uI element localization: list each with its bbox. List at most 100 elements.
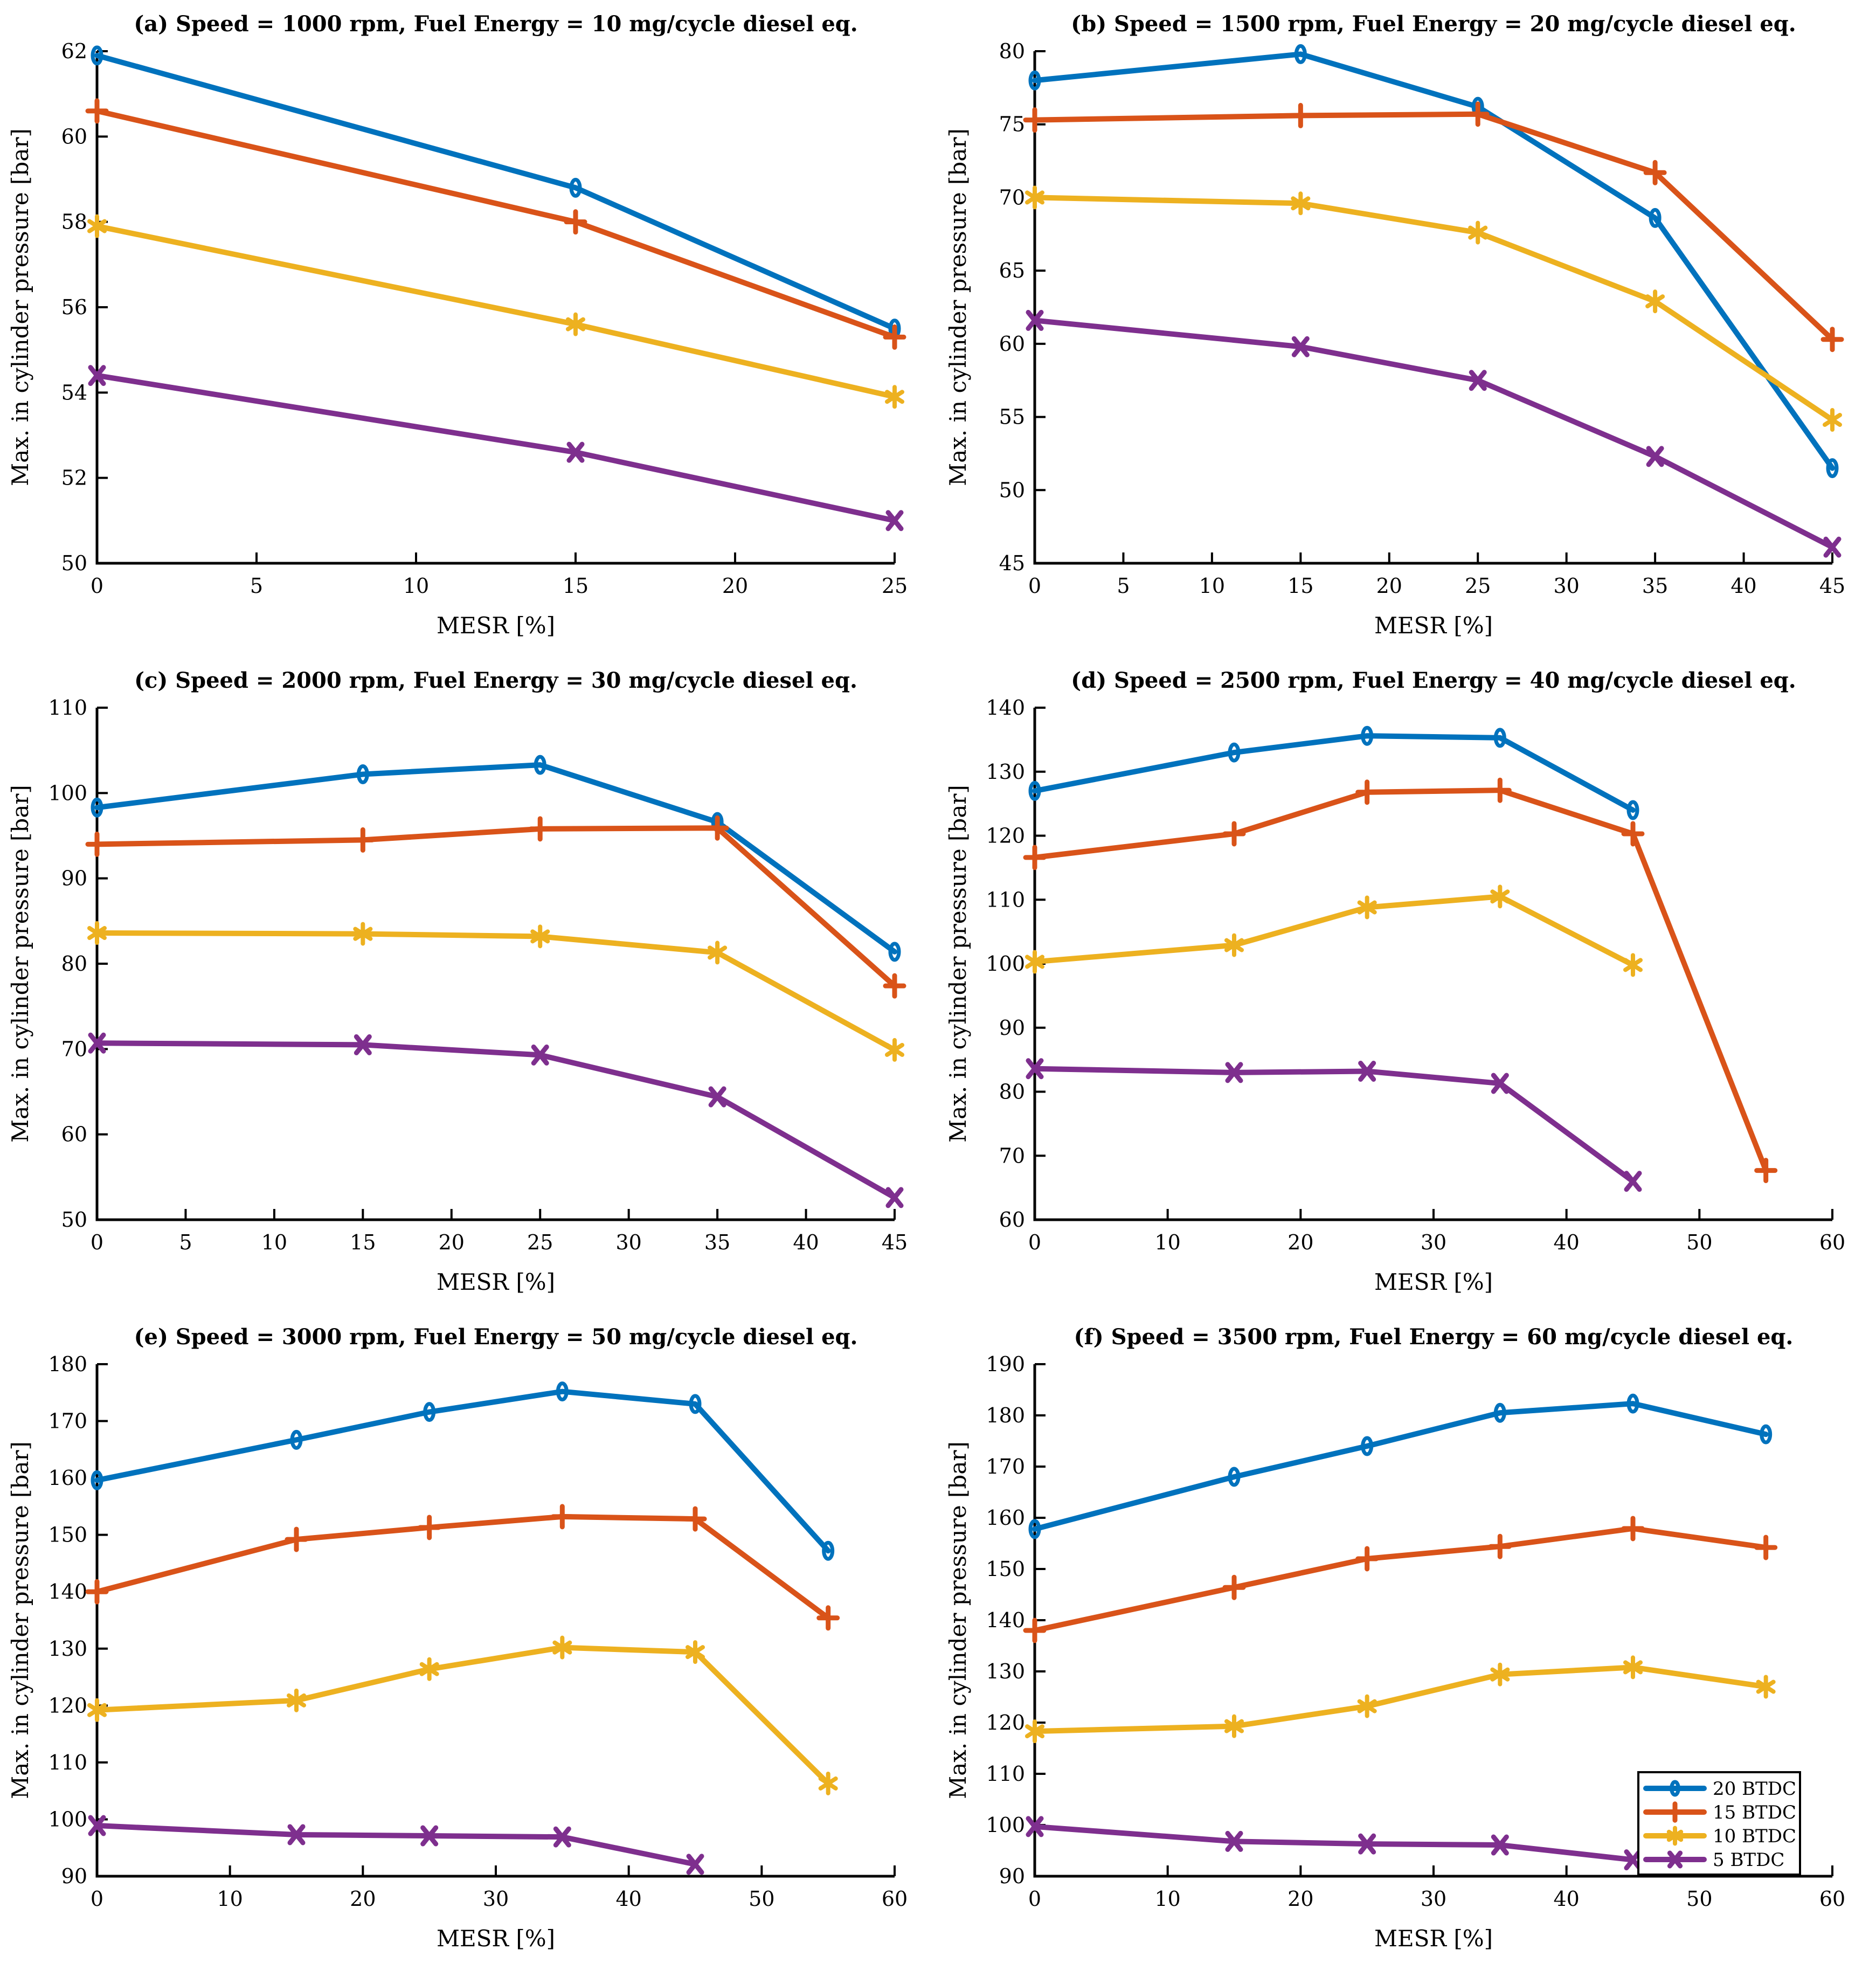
y-tick-label: 70 (61, 1037, 87, 1061)
marker-asterisk-icon (686, 1640, 705, 1664)
y-tick-label: 180 (986, 1404, 1025, 1427)
x-tick-label: 40 (1553, 1887, 1579, 1911)
marker-asterisk-icon (1468, 220, 1488, 245)
marker-asterisk-icon (1623, 1655, 1643, 1679)
marker-plus-icon (705, 815, 729, 841)
marker-plus-icon (1466, 101, 1490, 127)
marker-plus-icon (550, 1504, 574, 1530)
x-tick-label: 50 (1686, 1231, 1712, 1254)
x-axis: 0 10 20 30 40 50 60 (1028, 1865, 1845, 1911)
chart-panel-container-f: 0 10 20 30 40 50 60 90 100 110 120 130 140 150 160 170 1… (938, 1313, 1876, 1970)
y-axis: 90 100 110 120 130 140 150 160 170 180 190 (986, 1352, 1046, 1888)
x-axis-label: MESR [%] (437, 1269, 555, 1295)
marker-plus-icon (528, 816, 552, 842)
x-tick-label: 35 (704, 1231, 730, 1254)
y-tick-label: 50 (61, 551, 87, 575)
marker-plus-icon (1820, 327, 1844, 352)
series-5-btdc (88, 365, 904, 531)
series-line-15-btdc (1032, 787, 1769, 1173)
y-tick-label: 70 (999, 1144, 1025, 1167)
y-tick-label: 100 (986, 952, 1025, 976)
x-tick-label: 40 (1730, 574, 1756, 598)
marker-circle-icon (1826, 458, 1839, 479)
y-tick-label: 54 (61, 381, 87, 404)
marker-asterisk-icon (530, 924, 550, 949)
x-tick-label: 20 (1376, 574, 1402, 598)
series-5-btdc (88, 1815, 704, 1875)
marker-circle-icon (91, 1470, 103, 1490)
x-tick-label: 40 (793, 1231, 819, 1254)
panel-e-title: (e) Speed = 3000 rpm, Fuel Energy = 50 m… (134, 1324, 858, 1350)
x-tick-label: 0 (91, 574, 103, 598)
legend-label: 15 BTDC (1713, 1802, 1796, 1823)
marker-x-icon (1491, 1073, 1509, 1094)
x-tick-label: 60 (882, 1887, 908, 1911)
marker-asterisk-icon (353, 922, 373, 946)
marker-circle-icon (1361, 1436, 1374, 1456)
marker-plus-icon (1754, 1158, 1778, 1184)
marker-circle-icon (1028, 780, 1041, 801)
series-line-5-btdc (1032, 1066, 1636, 1184)
y-tick-label: 80 (61, 952, 87, 976)
marker-x-icon (1624, 1171, 1642, 1192)
y-axis-label: Max. in cylinder pressure [bar] (945, 785, 971, 1143)
panel-d-title: (d) Speed = 2500 rpm, Fuel Energy = 40 m… (1071, 668, 1796, 693)
x-tick-label: 50 (1686, 1887, 1712, 1911)
x-tick-label: 30 (483, 1887, 509, 1911)
marker-circle-icon (1760, 1424, 1773, 1444)
y-tick-label: 60 (61, 125, 87, 148)
series-line-5-btdc (1032, 1823, 1636, 1863)
x-tick-label: 30 (1421, 1231, 1446, 1254)
x-tick-label: 60 (1819, 1231, 1845, 1254)
marker-circle-icon (91, 797, 103, 818)
x-axis: 0 10 20 30 40 50 60 (1028, 1209, 1845, 1254)
x-axis-label: MESR [%] (1374, 1269, 1493, 1295)
series-20-btdc (1028, 725, 1639, 820)
marker-x-icon (686, 1854, 704, 1875)
x-tick-label: 10 (1154, 1231, 1180, 1254)
y-tick-label: 140 (48, 1580, 87, 1603)
x-tick-label: 20 (439, 1231, 465, 1254)
marker-asterisk-icon (1025, 950, 1044, 974)
y-tick-label: 170 (986, 1455, 1025, 1478)
marker-asterisk-icon (552, 1635, 572, 1660)
series-line-20-btdc (94, 1388, 831, 1554)
y-tick-label: 190 (986, 1352, 1025, 1376)
x-tick-label: 45 (882, 1231, 908, 1254)
axis-spines (95, 1364, 895, 1878)
marker-plus-icon (1643, 160, 1667, 185)
series-5-btdc (1026, 1058, 1642, 1192)
marker-x-icon (1225, 1062, 1243, 1083)
series-line-5-btdc (1032, 317, 1835, 550)
series-line-10-btdc (1032, 195, 1835, 423)
marker-x-icon (88, 1032, 106, 1054)
legend-entry: 15 BTDC (1643, 1801, 1796, 1823)
marker-x-icon (553, 1826, 571, 1848)
y-tick-label: 120 (48, 1693, 87, 1717)
chart-panel-container-c: 0 5 10 15 20 25 30 35 40 45 50 60 70 80 90 100 110 (c) Sp… (0, 656, 938, 1313)
marker-x-icon (420, 1825, 439, 1847)
y-axis-label: Max. in cylinder pressure [bar] (7, 1441, 33, 1799)
chart-panel-container-d: 0 10 20 30 40 50 60 60 70 80 90 100 110 120 130 140 (d) … (938, 656, 1876, 1313)
x-axis-label: MESR [%] (437, 1925, 555, 1952)
panel-a-title: (a) Speed = 1000 rpm, Fuel Energy = 10 m… (134, 11, 857, 37)
y-tick-label: 80 (999, 1080, 1025, 1104)
y-tick-label: 50 (999, 478, 1025, 502)
marker-plus-icon (1488, 777, 1512, 803)
series-line-20-btdc (94, 762, 897, 955)
x-tick-label: 10 (1154, 1887, 1180, 1911)
y-tick-label: 130 (48, 1637, 87, 1661)
chart-panel-b: 0 5 10 15 20 25 30 35 40 45 45 50 55 60 65 70 75 80 (b) Sp… (945, 11, 1845, 639)
x-tick-label: 5 (250, 574, 263, 598)
y-tick-label: 140 (986, 1608, 1025, 1632)
marker-circle-icon (569, 177, 582, 198)
x-tick-label: 15 (563, 574, 589, 598)
marker-circle-icon (1626, 800, 1639, 820)
y-tick-label: 140 (986, 696, 1025, 720)
y-tick-label: 58 (61, 210, 87, 234)
series-10-btdc (1025, 185, 1842, 432)
marker-circle-icon (1493, 728, 1506, 748)
marker-asterisk-icon (87, 921, 107, 945)
series-10-btdc (87, 1635, 838, 1795)
